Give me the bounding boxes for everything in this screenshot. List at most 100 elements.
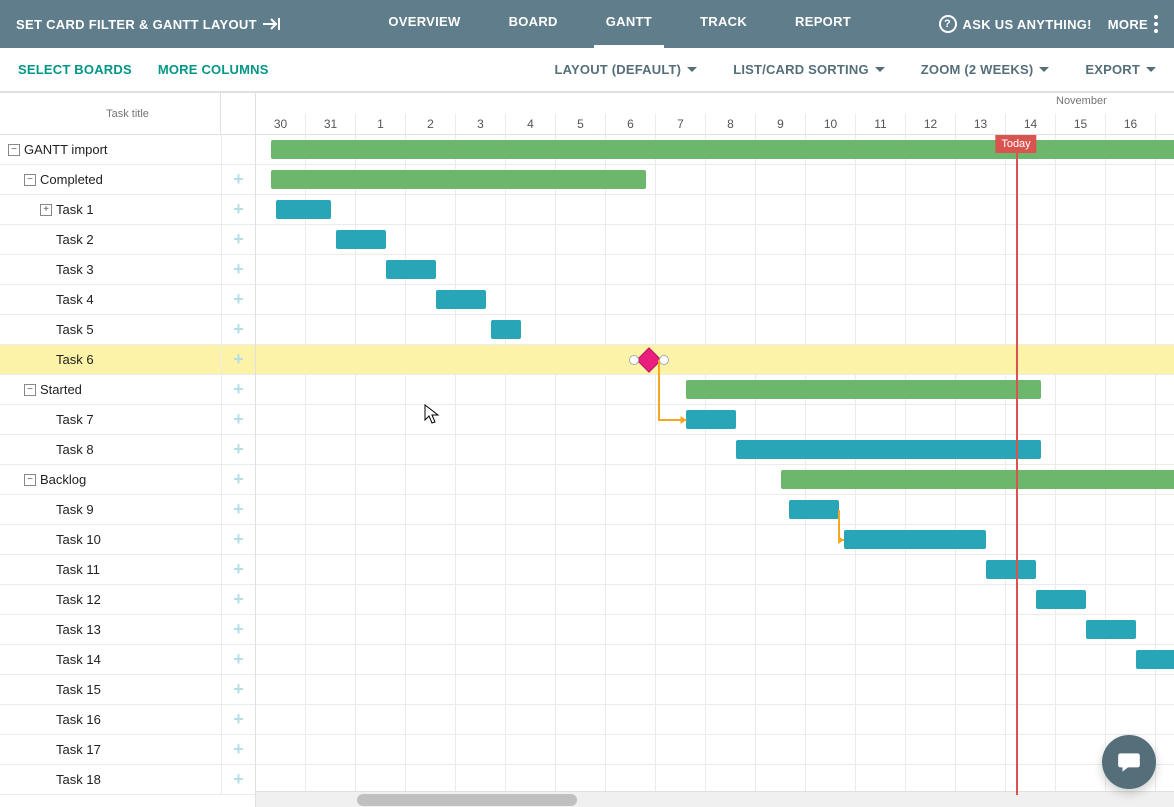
- gantt-bar[interactable]: [276, 200, 331, 219]
- task-row[interactable]: Task 10+: [0, 525, 255, 555]
- layout-dropdown[interactable]: LAYOUT (DEFAULT): [554, 62, 697, 77]
- task-row[interactable]: Task 13+: [0, 615, 255, 645]
- task-row[interactable]: Task 6+: [0, 345, 255, 375]
- chart-row[interactable]: [256, 615, 1174, 645]
- collapse-icon[interactable]: −: [8, 144, 20, 156]
- add-task-button[interactable]: +: [221, 645, 255, 674]
- gantt-bar[interactable]: [844, 530, 987, 549]
- add-task-button[interactable]: +: [221, 765, 255, 794]
- gantt-bar[interactable]: [271, 170, 646, 189]
- task-row[interactable]: Task 4+: [0, 285, 255, 315]
- chart-row[interactable]: [256, 405, 1174, 435]
- tab-overview[interactable]: OVERVIEW: [384, 14, 464, 35]
- tab-gantt[interactable]: GANTT: [602, 14, 656, 35]
- gantt-bar[interactable]: [436, 290, 486, 309]
- milestone-handle[interactable]: [629, 355, 639, 365]
- task-row[interactable]: Task 18+: [0, 765, 255, 795]
- gantt-bar[interactable]: [386, 260, 436, 279]
- chart-row[interactable]: [256, 495, 1174, 525]
- add-task-button[interactable]: +: [221, 525, 255, 554]
- chart-row[interactable]: [256, 465, 1174, 495]
- add-task-button[interactable]: +: [221, 255, 255, 284]
- gantt-bar[interactable]: [986, 560, 1036, 579]
- task-row[interactable]: Task 8+: [0, 435, 255, 465]
- set-filter-button[interactable]: SET CARD FILTER & GANTT LAYOUT: [16, 17, 301, 32]
- task-row[interactable]: −GANTT import: [0, 135, 255, 165]
- gantt-bar[interactable]: [1036, 590, 1086, 609]
- chart-row[interactable]: [256, 585, 1174, 615]
- chart-row[interactable]: [256, 285, 1174, 315]
- chart-row[interactable]: [256, 165, 1174, 195]
- add-task-button[interactable]: +: [221, 585, 255, 614]
- gantt-bar[interactable]: [1136, 650, 1174, 669]
- gantt-bar[interactable]: [271, 140, 1174, 159]
- chart-row[interactable]: [256, 195, 1174, 225]
- sorting-dropdown[interactable]: LIST/CARD SORTING: [733, 62, 885, 77]
- chart-row[interactable]: [256, 705, 1174, 735]
- gantt-bar[interactable]: [336, 230, 386, 249]
- chart-row[interactable]: [256, 645, 1174, 675]
- chart-row[interactable]: [256, 525, 1174, 555]
- gantt-bar[interactable]: [789, 500, 839, 519]
- add-task-button[interactable]: +: [221, 435, 255, 464]
- chart-row[interactable]: [256, 735, 1174, 765]
- tab-report[interactable]: REPORT: [791, 14, 855, 35]
- add-task-button[interactable]: +: [221, 465, 255, 494]
- task-row[interactable]: −Started+: [0, 375, 255, 405]
- add-task-button[interactable]: +: [221, 195, 255, 224]
- task-row[interactable]: Task 17+: [0, 735, 255, 765]
- chart-row[interactable]: [256, 225, 1174, 255]
- zoom-dropdown[interactable]: ZOOM (2 WEEKS): [921, 62, 1050, 77]
- ask-us-anything-button[interactable]: ? ASK US ANYTHING!: [939, 15, 1092, 33]
- milestone-icon[interactable]: [636, 347, 661, 372]
- gantt-chart[interactable]: November 30311234567891011121314151617 T…: [256, 93, 1174, 807]
- gantt-bar[interactable]: [1086, 620, 1136, 639]
- add-task-button[interactable]: +: [221, 405, 255, 434]
- tab-track[interactable]: TRACK: [696, 14, 751, 35]
- more-columns-button[interactable]: MORE COLUMNS: [158, 62, 269, 77]
- tab-board[interactable]: BOARD: [505, 14, 562, 35]
- chart-row[interactable]: [256, 255, 1174, 285]
- task-row[interactable]: Task 3+: [0, 255, 255, 285]
- task-row[interactable]: Task 16+: [0, 705, 255, 735]
- task-row[interactable]: −Backlog+: [0, 465, 255, 495]
- export-dropdown[interactable]: EXPORT: [1085, 62, 1156, 77]
- chart-row[interactable]: [256, 315, 1174, 345]
- gantt-bar[interactable]: [686, 410, 736, 429]
- task-row[interactable]: Task 14+: [0, 645, 255, 675]
- gantt-bar[interactable]: [686, 380, 1041, 399]
- chat-bubble-button[interactable]: [1102, 735, 1156, 789]
- select-boards-button[interactable]: SELECT BOARDS: [18, 62, 132, 77]
- chart-row[interactable]: [256, 345, 1174, 375]
- task-row[interactable]: Task 5+: [0, 315, 255, 345]
- scrollbar-thumb[interactable]: [357, 794, 577, 806]
- gantt-bar[interactable]: [736, 440, 1041, 459]
- add-task-button[interactable]: +: [221, 705, 255, 734]
- add-task-button[interactable]: +: [221, 345, 255, 374]
- add-task-button[interactable]: +: [221, 165, 255, 194]
- add-task-button[interactable]: +: [221, 225, 255, 254]
- task-row[interactable]: −Completed+: [0, 165, 255, 195]
- add-task-button[interactable]: +: [221, 675, 255, 704]
- add-task-button[interactable]: [221, 135, 255, 164]
- collapse-icon[interactable]: −: [24, 174, 36, 186]
- add-task-button[interactable]: +: [221, 555, 255, 584]
- collapse-icon[interactable]: −: [24, 474, 36, 486]
- task-row[interactable]: Task 7+: [0, 405, 255, 435]
- expand-icon[interactable]: +: [40, 204, 52, 216]
- gantt-bar[interactable]: [491, 320, 521, 339]
- chart-row[interactable]: [256, 675, 1174, 705]
- task-row[interactable]: Task 12+: [0, 585, 255, 615]
- task-row[interactable]: Task 2+: [0, 225, 255, 255]
- more-button[interactable]: MORE: [1108, 15, 1158, 33]
- add-task-button[interactable]: +: [221, 375, 255, 404]
- collapse-icon[interactable]: −: [24, 384, 36, 396]
- chart-row[interactable]: [256, 555, 1174, 585]
- task-row[interactable]: Task 11+: [0, 555, 255, 585]
- task-row[interactable]: Task 9+: [0, 495, 255, 525]
- chart-row[interactable]: [256, 435, 1174, 465]
- task-row[interactable]: Task 15+: [0, 675, 255, 705]
- task-row[interactable]: +Task 1+: [0, 195, 255, 225]
- add-task-button[interactable]: +: [221, 615, 255, 644]
- horizontal-scrollbar[interactable]: [256, 791, 1174, 807]
